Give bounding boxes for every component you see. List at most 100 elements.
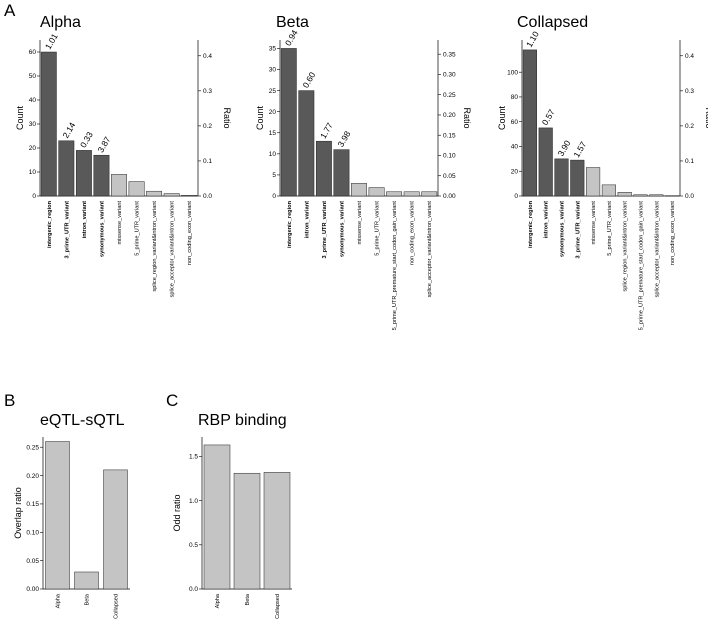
collapsed-y2tick-label: 0.1 <box>685 158 694 165</box>
alpha-ytick-label: 20 <box>29 145 37 152</box>
collapsed-category-label-8: splice_acceptor_variant&intron_variant <box>654 201 660 298</box>
collapsed-category-label-5: 5_prime_UTR_variant <box>607 201 613 256</box>
panel-label-c: C <box>166 391 178 410</box>
beta-ytick-label: 0 <box>272 193 276 200</box>
collapsed-category-label-9: non_coding_exon_variant <box>670 201 676 266</box>
collapsed-chart: 0 20 40 60 80 100 Count 0.0 0.1 0.2 0.3 0.4 Ratio 1.1… <box>497 29 708 330</box>
alpha-ratio-label-1: 2.14 <box>60 120 77 140</box>
beta-bar-3 <box>333 149 350 197</box>
alpha-ylabel: Count <box>15 106 25 131</box>
collapsed-bar-2 <box>554 158 569 197</box>
alpha-category-label-8: non_coding_exon_variant <box>187 201 193 266</box>
rbp-binding-chart: 0.0 0.5 1.0 1.5 Odd ratio Alpha Beta Collapsed <box>172 437 292 619</box>
collapsed-bar-0 <box>522 49 537 197</box>
alpha-y2label: Ratio <box>222 107 232 128</box>
alpha-category-label-0: intergenic_region <box>47 200 53 248</box>
alpha-bar-6 <box>146 190 163 197</box>
eqtl-ytick-label: 0.20 <box>26 473 39 480</box>
alpha-bar-8 <box>181 195 198 197</box>
rbp-ytick-label: 0.0 <box>189 586 198 593</box>
beta-category-label-1: intron_variant <box>304 201 310 238</box>
eqtl-ytick-label: 0.00 <box>26 586 39 593</box>
collapsed-category-label-4: missense_variant <box>591 201 597 245</box>
alpha-category-label-1: 3_prime_UTR_variant <box>64 201 70 259</box>
beta-ratio-label-3: 3.98 <box>336 129 353 149</box>
collapsed-bar-5 <box>601 184 616 197</box>
beta-y2tick-label: 0.20 <box>443 112 456 119</box>
collapsed-category-label-1: intron_variant <box>544 201 550 238</box>
eqtl-bar-0 <box>45 441 70 590</box>
collapsed-ytick-label: 40 <box>511 144 519 151</box>
rbp-bar-2 <box>263 472 291 590</box>
alpha-category-label-4: missense_variant <box>117 201 123 245</box>
rbp-chart-title: RBP binding <box>198 412 287 429</box>
collapsed-ratio-label-0: 1.10 <box>524 29 541 49</box>
alpha-ytick-label: 50 <box>29 73 37 80</box>
eqtl-sqtl-chart: 0.00 0.05 0.10 0.15 0.20 0.25 Overlap ratio Alp… <box>13 437 130 619</box>
alpha-ytick-label: 10 <box>29 169 37 176</box>
beta-y2tick-label: 0.05 <box>443 173 456 180</box>
alpha-ytick-label: 60 <box>29 49 37 56</box>
collapsed-bar-4 <box>586 167 601 197</box>
eqtl-ytick-label: 0.15 <box>26 501 39 508</box>
rbp-category-label-0: Alpha <box>215 593 221 608</box>
beta-category-label-7: non_coding_exon_variant <box>410 201 416 266</box>
alpha-ytick-label: 40 <box>29 97 37 104</box>
beta-category-label-6: 5_prime_UTR_premature_start_codon_gain_v… <box>392 201 398 331</box>
beta-ytick-label: 30 <box>269 67 277 74</box>
beta-bar-0 <box>280 48 297 197</box>
alpha-category-label-7: splice_acceptor_variant&intron_variant <box>170 201 176 298</box>
beta-ytick-label: 10 <box>269 151 277 158</box>
beta-ytick-label: 25 <box>269 88 277 95</box>
beta-category-label-0: intergenic_region <box>287 200 293 248</box>
beta-chart-title: Beta <box>276 14 309 31</box>
rbp-category-label-1: Beta <box>245 593 251 605</box>
beta-bar-8 <box>421 191 438 197</box>
collapsed-bar-8 <box>649 194 664 197</box>
beta-ratio-label-2: 1.77 <box>318 121 335 141</box>
collapsed-ytick-label: 0 <box>514 193 518 200</box>
beta-ytick-label: 5 <box>272 172 276 179</box>
eqtl-bar-1 <box>74 571 99 590</box>
alpha-ratio-label-2: 0.33 <box>78 130 95 150</box>
alpha-ytick-label: 30 <box>29 121 37 128</box>
rbp-ylabel: Odd ratio <box>172 494 182 531</box>
collapsed-bar-1 <box>538 127 553 197</box>
collapsed-chart-title: Collapsed <box>517 14 588 31</box>
collapsed-category-label-6: splice_region_variant&intron_variant <box>623 201 629 292</box>
alpha-category-label-3: synonymous_variant <box>99 201 105 257</box>
panel-label-a: A <box>4 1 16 20</box>
rbp-ytick-label: 1.0 <box>189 498 198 505</box>
beta-category-label-2: 3_prime_UTR_variant <box>322 201 328 259</box>
rbp-bar-0 <box>203 444 231 590</box>
collapsed-bar-3 <box>570 159 585 197</box>
collapsed-y2tick-label: 0.2 <box>685 123 694 130</box>
collapsed-bar-9 <box>665 195 680 197</box>
alpha-chart-title: Alpha <box>40 14 81 31</box>
eqtl-ytick-label: 0.10 <box>26 529 39 536</box>
alpha-bar-1 <box>58 140 75 197</box>
alpha-bar-0 <box>40 51 57 197</box>
eqtl-chart-title: eQTL-sQTL <box>40 412 125 429</box>
alpha-bar-2 <box>75 150 92 197</box>
beta-y2tick-label: 0.10 <box>443 153 456 160</box>
eqtl-bar-2 <box>103 469 128 590</box>
collapsed-bar-7 <box>633 194 648 197</box>
beta-category-label-5: 5_prime_UTR_variant <box>375 201 381 256</box>
alpha-ratio-label-0: 1.01 <box>43 31 60 51</box>
alpha-y2tick-label: 0.3 <box>203 88 212 95</box>
collapsed-category-label-0: intergenic_region <box>528 200 534 248</box>
collapsed-ytick-label: 20 <box>511 168 519 175</box>
collapsed-ytick-label: 100 <box>507 69 518 76</box>
beta-ratio-label-1: 0.60 <box>300 70 317 90</box>
alpha-bar-7 <box>163 193 180 197</box>
beta-bar-2 <box>315 140 332 197</box>
alpha-category-label-6: splice_region_variant&intron_variant <box>152 201 158 292</box>
beta-y2tick-label: 0.15 <box>443 132 456 139</box>
beta-y2label: Ratio <box>462 107 472 128</box>
beta-ytick-label: 35 <box>269 46 277 53</box>
collapsed-bar-6 <box>617 192 632 197</box>
beta-chart: 0 5 10 15 20 25 30 35 Count 0.00 0.05 0.10 0.15 0.20 0… <box>255 28 472 330</box>
eqtl-ytick-label: 0.25 <box>26 444 39 451</box>
collapsed-category-label-2: synonymous_variant <box>560 201 566 257</box>
